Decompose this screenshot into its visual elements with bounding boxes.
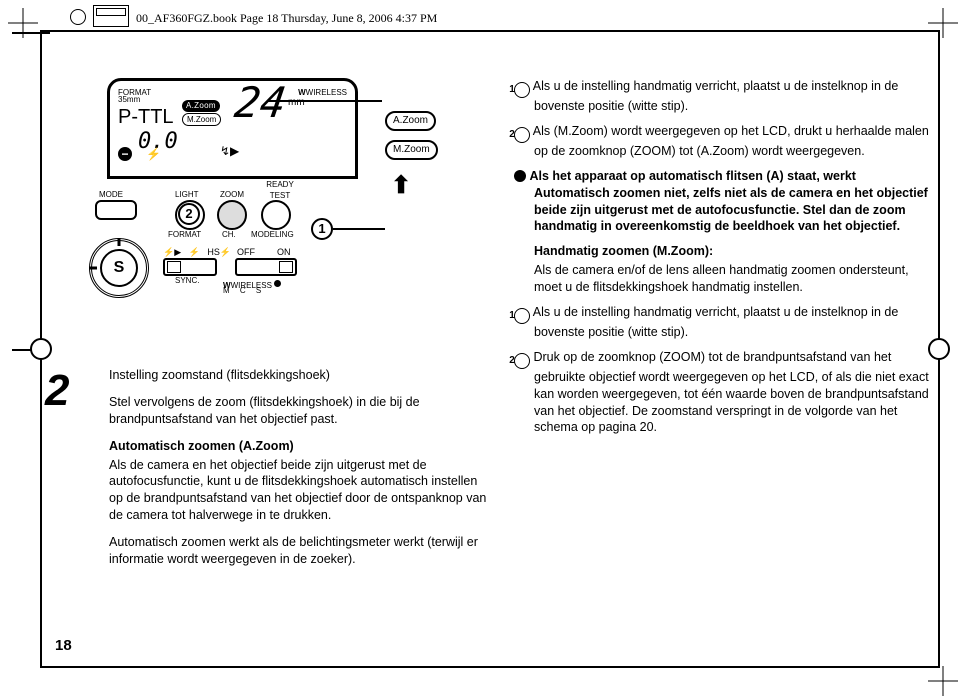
- note-2: 2 Als (M.Zoom) wordt weergegeven op het …: [514, 123, 929, 160]
- bolt-row: ⚡▶ ⚡ HS⚡: [163, 246, 231, 258]
- callout-1: 1: [311, 218, 333, 240]
- test-button[interactable]: [261, 200, 291, 230]
- auto-zoom-heading: Automatisch zoomen (A.Zoom): [109, 438, 490, 455]
- crop-mark-br: [928, 666, 958, 696]
- sync-slider[interactable]: [163, 258, 217, 276]
- step-2-title: Instelling zoomstand (flitsdekkingshoek): [109, 367, 490, 384]
- zoom-value: 24: [231, 75, 290, 132]
- wireless-label: WIRELESS: [306, 88, 347, 97]
- mm-label: mm: [288, 96, 305, 110]
- bullet-icon: [514, 170, 526, 182]
- manual-note-1: 1 Als u de instelling handmatig verricht…: [514, 304, 929, 341]
- left-column: FORMAT WWIRELESS 35mm P-TTL A.Zoom M.Zoo…: [75, 78, 490, 578]
- s-dial[interactable]: S: [89, 238, 149, 298]
- minus-icon: −: [118, 147, 132, 161]
- manual-zoom-p: Als de camera en/of de lens alleen handm…: [514, 262, 929, 296]
- crop-mark-tr: [928, 8, 958, 38]
- s-letter: S: [100, 249, 138, 287]
- bullet-note: Als het apparaat op automatisch flitsen …: [514, 168, 929, 236]
- callout-mzoom: M.Zoom: [385, 140, 438, 160]
- step-2-text: Instelling zoomstand (flitsdekkingshoek)…: [109, 367, 490, 568]
- page-number: 18: [55, 636, 72, 656]
- ch-label: CH.: [222, 230, 236, 241]
- callout-line-1: [333, 228, 385, 230]
- mcs-label: M C S: [223, 286, 265, 297]
- on-label: ON: [277, 246, 291, 258]
- manual-zoom-heading: Handmatig zoomen (M.Zoom):: [514, 243, 929, 260]
- step-2-p1: Stel vervolgens de zoom (flitsdekkingsho…: [109, 394, 490, 428]
- format-btn-label: FORMAT: [168, 230, 201, 241]
- up-arrow-icon: ⬆: [391, 170, 411, 202]
- num-1b-icon: 1: [514, 308, 530, 324]
- manual-note-2: 2 Druk op de zoomknop (ZOOM) tot de bran…: [514, 349, 929, 437]
- arrows-icon: ↯▶: [220, 143, 239, 159]
- num-1-icon: 1: [514, 82, 530, 98]
- sync-label: SYNC.: [175, 276, 199, 287]
- lcd-frame: FORMAT WWIRELESS 35mm P-TTL A.Zoom M.Zoo…: [107, 78, 358, 179]
- num-2b-icon: 2: [514, 353, 530, 369]
- left-crop-marker: [30, 338, 52, 360]
- callout-azoom: A.Zoom: [385, 111, 436, 131]
- modeling-label: MODELING: [251, 230, 294, 241]
- mzoom-pill: M.Zoom: [182, 113, 221, 126]
- ready-test-label: READY TEST: [263, 180, 297, 202]
- note-1: 1 Als u de instelling handmatig verricht…: [514, 78, 929, 115]
- flash-device-illustration: FORMAT WWIRELESS 35mm P-TTL A.Zoom M.Zoo…: [75, 78, 455, 353]
- off-label: OFF: [237, 246, 255, 258]
- step-2-p2: Als de camera en het objectief beide zij…: [109, 457, 490, 525]
- doc-header: 00_AF360FGZ.book Page 18 Thursday, June …: [70, 5, 437, 27]
- callout-line-azoom: [267, 100, 382, 102]
- step-number-2: 2: [45, 361, 69, 420]
- crop-mark-tl: [8, 8, 38, 38]
- callout-2: 2: [178, 203, 200, 225]
- power-slider[interactable]: [235, 258, 297, 276]
- right-column: 1 Als u de instelling handmatig verricht…: [514, 78, 929, 578]
- mode-button[interactable]: [95, 200, 137, 220]
- step-2-p3: Automatisch zoomen werkt als de belichti…: [109, 534, 490, 568]
- num-2-icon: 2: [514, 127, 530, 143]
- zoom-button[interactable]: [217, 200, 247, 230]
- bolt-icon: ⚡: [146, 147, 161, 161]
